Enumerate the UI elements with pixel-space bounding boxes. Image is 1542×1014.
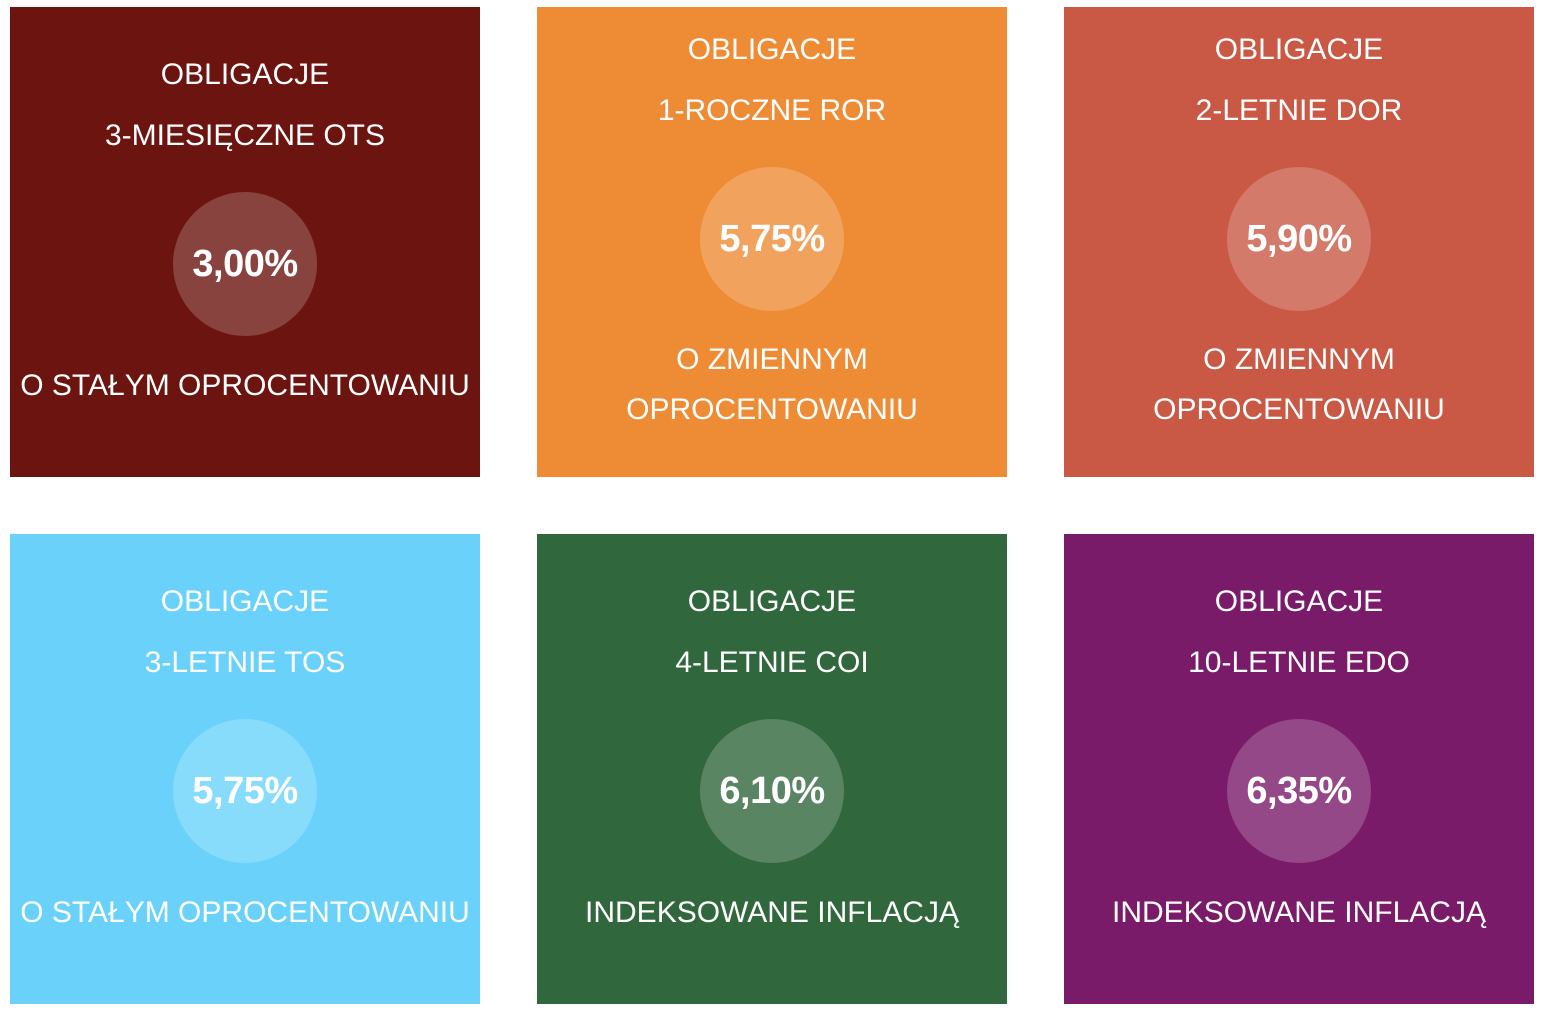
card-description: O ZMIENNYM <box>676 343 868 376</box>
card-title: OBLIGACJE <box>160 585 330 618</box>
bond-card-edo[interactable]: OBLIGACJE 10-LETNIE EDO 6,35% INDEKSOWAN… <box>1064 534 1534 1004</box>
bond-card-coi[interactable]: OBLIGACJE 4-LETNIE COI 6,10% INDEKSOWANE… <box>537 534 1007 1004</box>
rate-circle: 6,10% <box>700 719 844 863</box>
card-description-line2: OPROCENTOWANIU <box>626 393 918 426</box>
card-description: O STAŁYM OPROCENTOWANIU <box>20 896 470 929</box>
card-subtitle: 3-MIESIĘCZNE OTS <box>104 119 386 152</box>
card-subtitle: 10-LETNIE EDO <box>1188 646 1410 679</box>
card-subtitle: 1-ROCZNE ROR <box>657 94 887 127</box>
rate-circle: 3,00% <box>173 192 317 336</box>
card-subtitle: 4-LETNIE COI <box>675 646 869 679</box>
interest-rate: 3,00% <box>192 242 298 285</box>
card-description: O STAŁYM OPROCENTOWANIU <box>20 369 470 402</box>
rate-circle: 5,90% <box>1227 167 1371 311</box>
card-title: OBLIGACJE <box>1214 33 1384 66</box>
rate-circle: 5,75% <box>173 719 317 863</box>
card-subtitle: 2-LETNIE DOR <box>1195 94 1403 127</box>
bond-card-tos[interactable]: OBLIGACJE 3-LETNIE TOS 5,75% O STAŁYM OP… <box>10 534 480 1004</box>
card-description: INDEKSOWANE INFLACJĄ <box>1112 896 1486 929</box>
interest-rate: 6,35% <box>1246 769 1352 812</box>
bond-card-ror[interactable]: OBLIGACJE 1-ROCZNE ROR 5,75% O ZMIENNYM … <box>537 7 1007 477</box>
bond-card-ots[interactable]: OBLIGACJE 3-MIESIĘCZNE OTS 3,00% O STAŁY… <box>10 7 480 477</box>
interest-rate: 6,10% <box>719 769 825 812</box>
rate-circle: 6,35% <box>1227 719 1371 863</box>
interest-rate: 5,75% <box>192 769 298 812</box>
card-title: OBLIGACJE <box>160 58 330 91</box>
interest-rate: 5,75% <box>719 217 825 260</box>
card-description: O ZMIENNYM <box>1203 343 1395 376</box>
bond-card-dor[interactable]: OBLIGACJE 2-LETNIE DOR 5,90% O ZMIENNYM … <box>1064 7 1534 477</box>
card-title: OBLIGACJE <box>687 33 857 66</box>
card-title: OBLIGACJE <box>1214 585 1384 618</box>
rate-circle: 5,75% <box>700 167 844 311</box>
interest-rate: 5,90% <box>1246 217 1352 260</box>
card-description-line2: OPROCENTOWANIU <box>1153 393 1445 426</box>
card-description: INDEKSOWANE INFLACJĄ <box>585 896 959 929</box>
card-subtitle: 3-LETNIE TOS <box>144 646 346 679</box>
card-title: OBLIGACJE <box>687 585 857 618</box>
